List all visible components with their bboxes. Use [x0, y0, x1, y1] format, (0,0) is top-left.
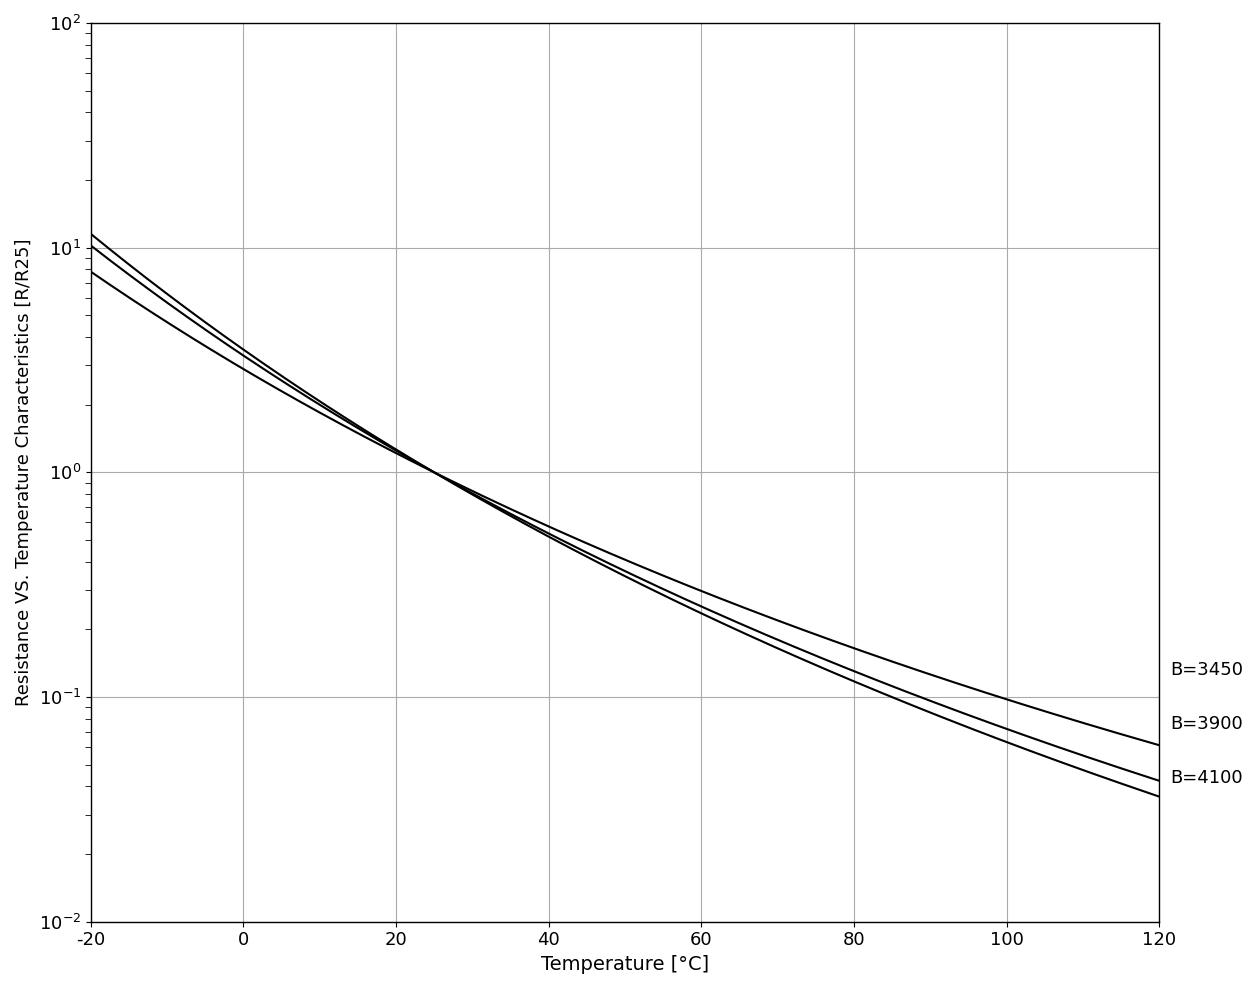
Text: B=4100: B=4100	[1170, 768, 1243, 787]
Text: B=3900: B=3900	[1170, 715, 1243, 733]
X-axis label: Temperature [°C]: Temperature [°C]	[541, 955, 709, 974]
Y-axis label: Resistance VS. Temperature Characteristics [R/R25]: Resistance VS. Temperature Characteristi…	[15, 238, 33, 706]
Text: B=3450: B=3450	[1170, 661, 1243, 679]
